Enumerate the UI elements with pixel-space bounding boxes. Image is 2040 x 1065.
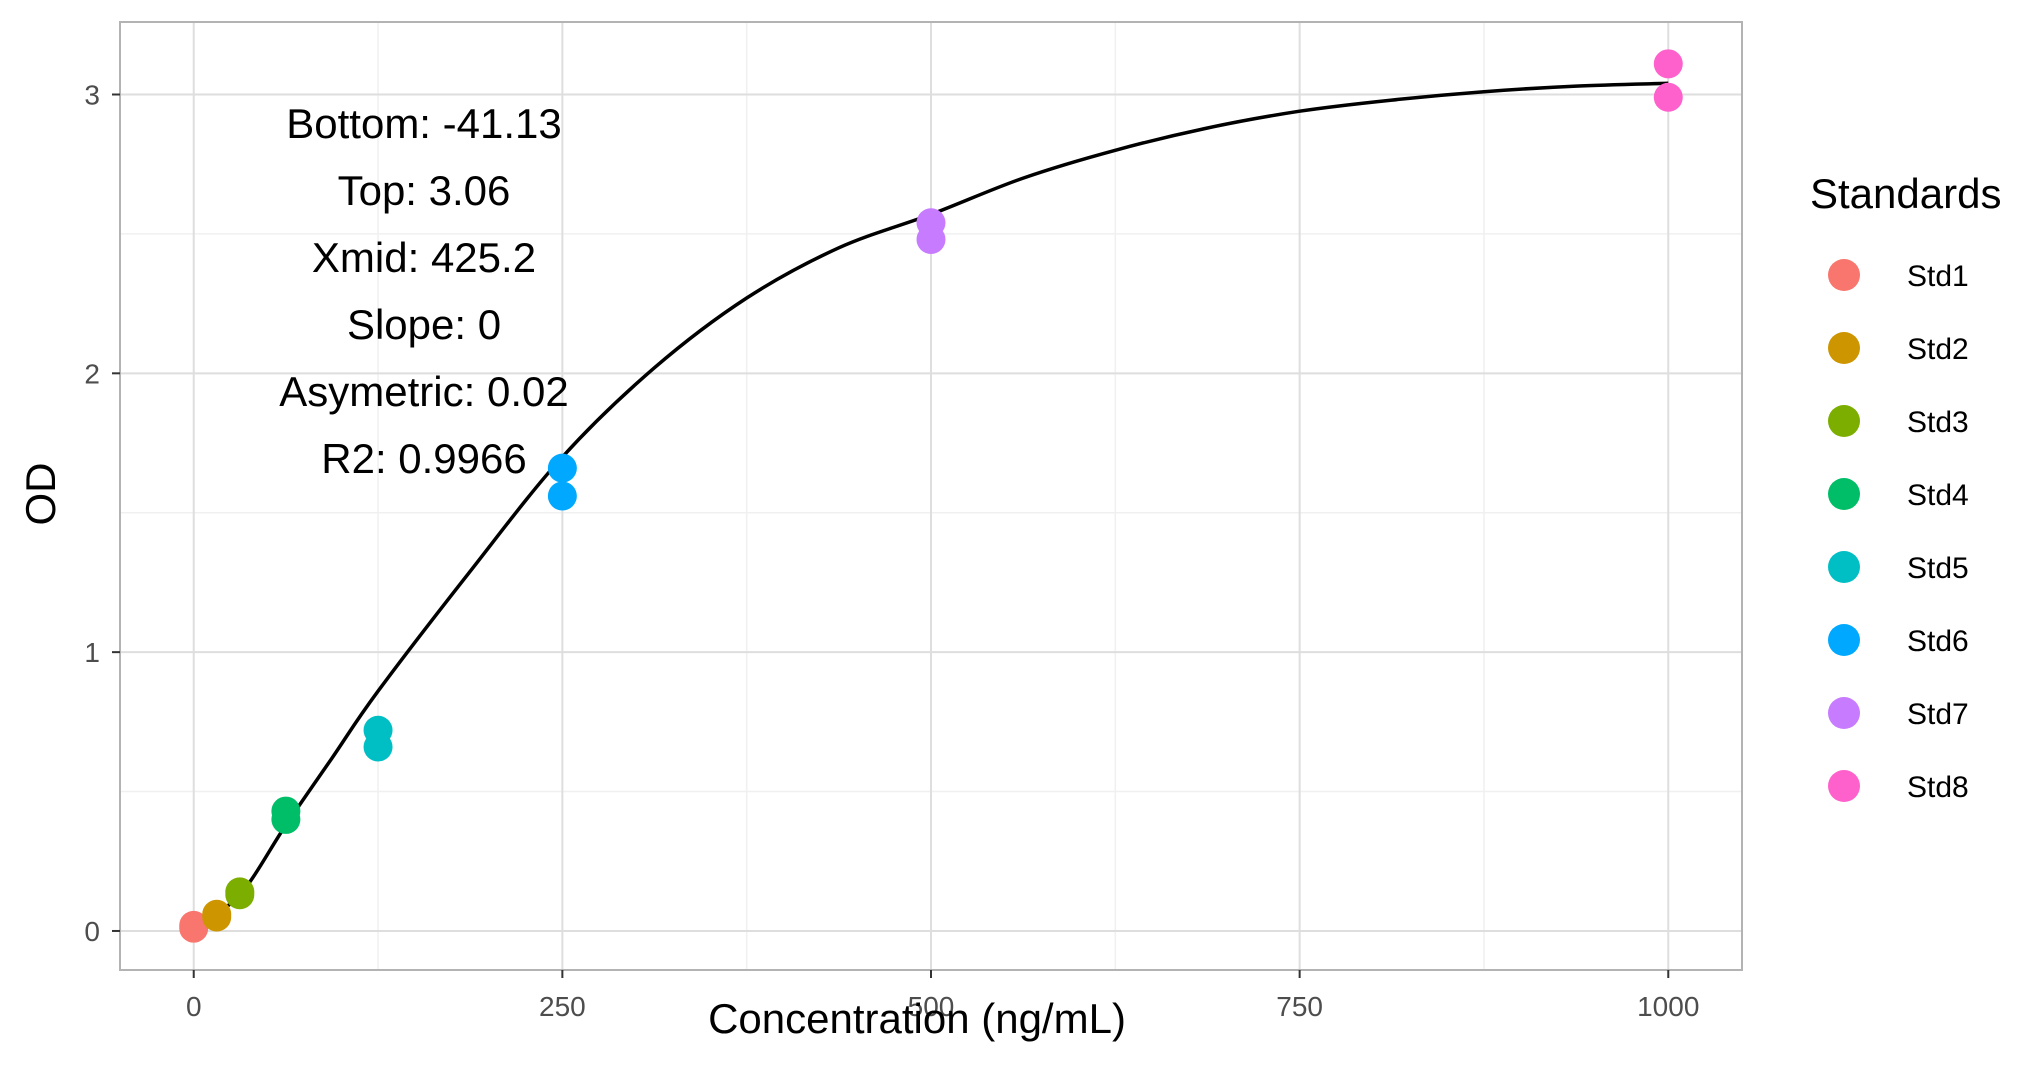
legend-key-std4 <box>1828 478 1860 510</box>
fit-parameter-line: Xmid: 425.2 <box>312 234 536 281</box>
data-point-std6 <box>547 453 577 483</box>
y-axis-title: OD <box>17 463 64 526</box>
x-axis-title: Concentration (ng/mL) <box>708 995 1126 1042</box>
major-gridlines <box>120 22 1742 970</box>
legend-title: Standards <box>1810 170 2001 217</box>
legend-label-std3: Std3 <box>1907 406 1969 439</box>
data-point-std6 <box>547 481 577 511</box>
y-tick-label: 2 <box>84 358 100 389</box>
x-tick-label: 0 <box>186 991 202 1022</box>
y-tick-label: 1 <box>84 637 100 668</box>
legend-key-std8 <box>1828 770 1860 802</box>
data-point-std3 <box>225 877 255 907</box>
legend-label-std4: Std4 <box>1907 479 1969 512</box>
data-point-std2 <box>202 899 232 929</box>
y-tick-label: 0 <box>84 916 100 947</box>
data-point-std1 <box>179 910 209 940</box>
legend-label-std5: Std5 <box>1907 552 1969 585</box>
legend: Std1 Std2 Std3 Std4 Std5 Std6 Std7 Std8 <box>1828 259 1969 804</box>
x-tick-label: 500 <box>908 991 955 1022</box>
legend-key-std7 <box>1828 697 1860 729</box>
fit-parameters-annotation: Bottom: -41.13 Top: 3.06 Xmid: 425.2 Slope:… <box>279 100 568 482</box>
legend-key-std1 <box>1828 259 1860 291</box>
legend-label-std8: Std8 <box>1907 771 1969 804</box>
legend-key-std6 <box>1828 624 1860 656</box>
fit-parameter-line: Bottom: -41.13 <box>286 100 561 147</box>
x-tick-label: 250 <box>539 991 586 1022</box>
legend-label-std2: Std2 <box>1907 333 1969 366</box>
legend-label-std1: Std1 <box>1907 260 1969 293</box>
legend-key-std5 <box>1828 551 1860 583</box>
fit-parameter-line: Top: 3.06 <box>338 167 511 214</box>
fit-parameter-line: Asymetric: 0.02 <box>279 368 568 415</box>
x-axis-ticks: 0 250 500 750 1000 <box>186 970 1699 1022</box>
data-point-std5 <box>363 715 393 745</box>
legend-key-std2 <box>1828 332 1860 364</box>
legend-label-std6: Std6 <box>1907 625 1969 658</box>
data-point-std4 <box>271 796 301 826</box>
data-points <box>179 49 1683 943</box>
x-tick-label: 1000 <box>1637 991 1699 1022</box>
y-axis-ticks: 0 1 2 3 <box>84 79 120 947</box>
data-point-std7 <box>916 208 946 238</box>
data-point-std8 <box>1653 49 1683 79</box>
y-tick-label: 3 <box>84 79 100 110</box>
fit-parameter-line: Slope: 0 <box>347 301 501 348</box>
x-tick-label: 750 <box>1276 991 1323 1022</box>
data-point-std8 <box>1653 82 1683 112</box>
fitted-curve-line <box>192 81 1669 930</box>
legend-label-std7: Std7 <box>1907 698 1969 731</box>
fit-parameter-line: R2: 0.9966 <box>321 435 527 482</box>
legend-key-std3 <box>1828 405 1860 437</box>
